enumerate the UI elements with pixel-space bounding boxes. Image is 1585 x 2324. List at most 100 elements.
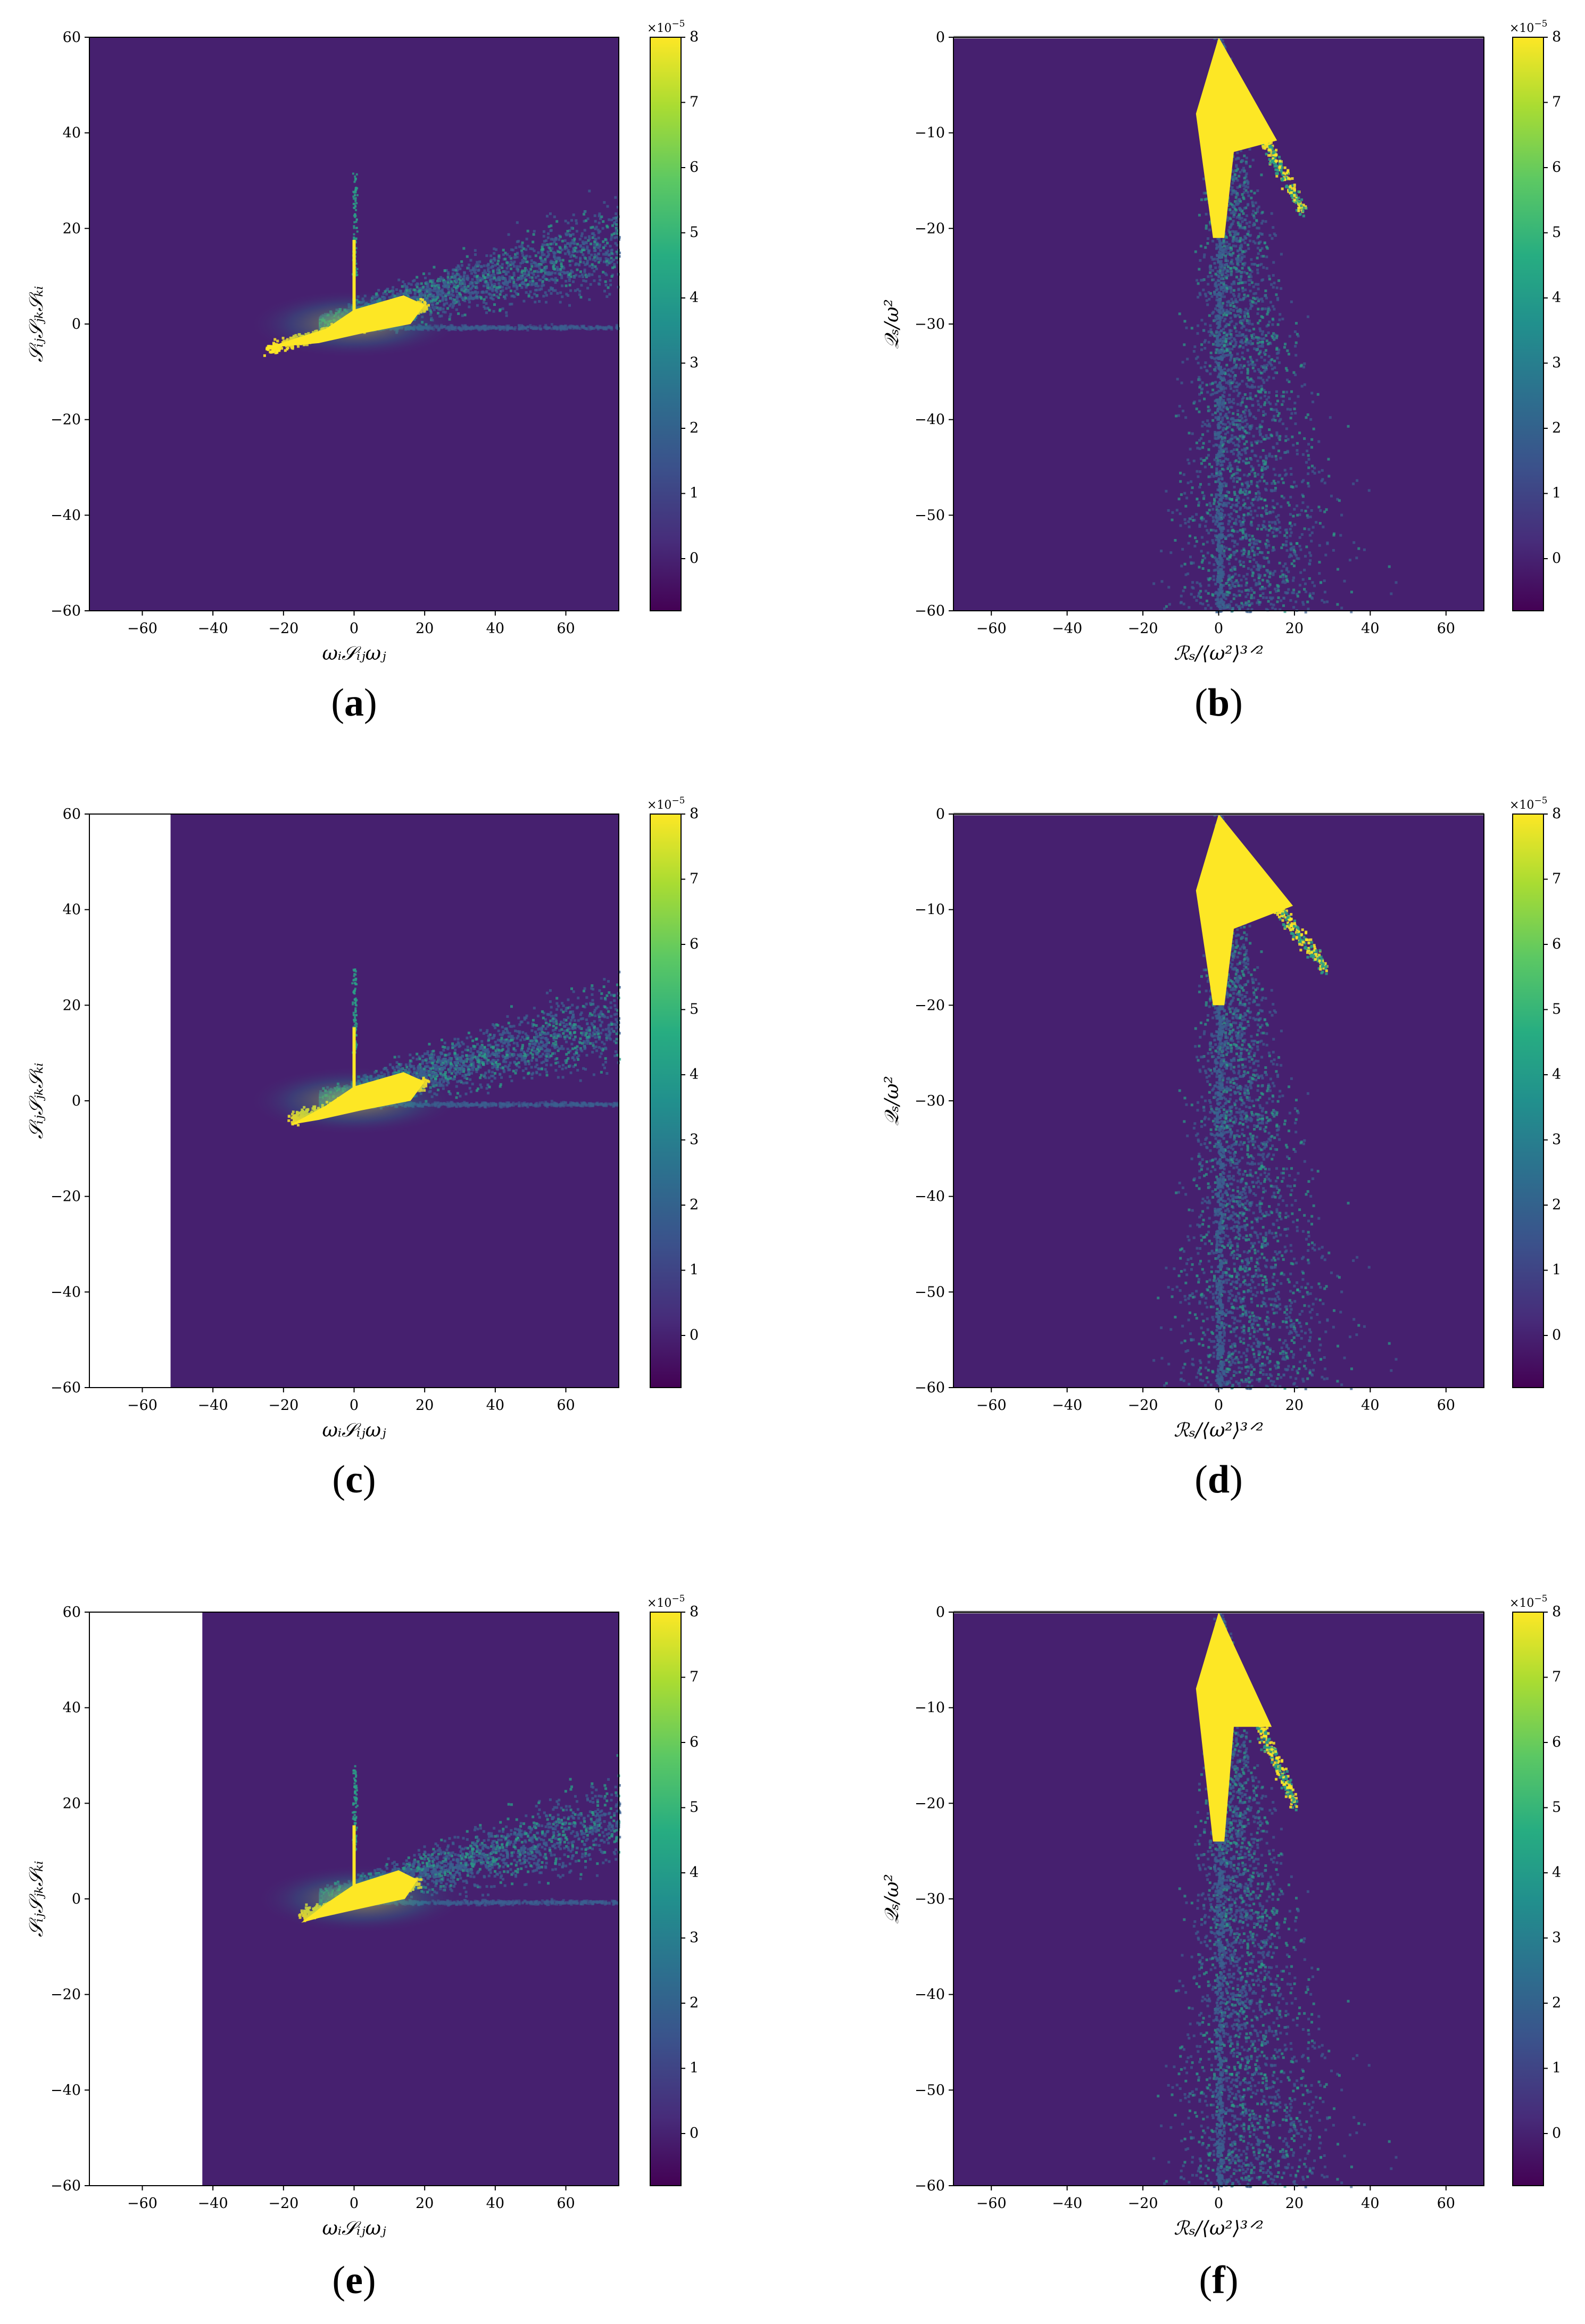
density-cell xyxy=(1221,419,1224,421)
x-tick-label: 0 xyxy=(350,620,359,637)
density-cell xyxy=(574,263,577,266)
density-cell xyxy=(564,325,567,327)
density-cell xyxy=(607,286,610,289)
density-cell xyxy=(1180,565,1183,567)
density-cell xyxy=(1200,367,1202,369)
density-cell xyxy=(507,264,510,267)
vertical-spike xyxy=(353,240,356,314)
density-cell xyxy=(1262,300,1264,303)
density-cell xyxy=(1231,475,1233,477)
density-cell xyxy=(550,238,553,240)
density-cell xyxy=(1196,442,1198,444)
density-cell xyxy=(516,265,518,268)
density-cell xyxy=(469,259,472,262)
density-cell xyxy=(397,279,400,281)
density-cell xyxy=(559,251,562,254)
density-cell xyxy=(438,279,441,281)
y-tick-label: 20 xyxy=(63,220,81,237)
density-cell xyxy=(586,262,589,264)
density-cell xyxy=(1260,528,1263,530)
density-cell xyxy=(474,281,477,284)
x-tick-label: 20 xyxy=(416,620,434,637)
density-cell xyxy=(1226,245,1229,247)
density-cell xyxy=(1176,378,1179,380)
density-cell xyxy=(595,268,598,270)
density-cell xyxy=(534,301,536,303)
density-cell xyxy=(571,260,574,262)
density-cell xyxy=(1298,513,1301,516)
density-cell xyxy=(1296,453,1299,455)
density-cell xyxy=(588,250,591,252)
density-cell xyxy=(504,272,507,275)
density-cell xyxy=(1202,497,1205,500)
density-cell xyxy=(598,283,601,286)
density-cell xyxy=(501,263,504,265)
density-cell xyxy=(1226,450,1229,453)
density-cell xyxy=(531,296,534,299)
density-cell xyxy=(1229,343,1232,345)
density-cell xyxy=(1271,435,1273,437)
density-cell xyxy=(535,283,538,285)
density-cell xyxy=(1303,362,1306,365)
density-cell xyxy=(582,326,585,328)
density-cell xyxy=(556,292,559,295)
density-cell xyxy=(591,273,593,276)
density-cell xyxy=(1288,397,1291,400)
density-cell xyxy=(1264,308,1267,310)
density-cell xyxy=(1189,535,1191,537)
density-cell xyxy=(544,260,546,263)
density-cell xyxy=(1230,267,1232,270)
density-cell xyxy=(447,281,450,284)
density-cell xyxy=(474,296,476,299)
density-cell xyxy=(525,248,527,251)
density-cell xyxy=(540,288,543,290)
density-cell xyxy=(1227,559,1230,561)
density-cell xyxy=(559,268,562,271)
density-cell xyxy=(1259,405,1262,408)
density-cell xyxy=(1234,339,1237,342)
density-cell xyxy=(1252,210,1255,212)
density-cell xyxy=(412,280,414,283)
density-cell xyxy=(356,227,358,229)
density-cell xyxy=(581,233,584,235)
density-cell xyxy=(356,173,358,176)
density-cell xyxy=(594,220,597,222)
density-cell xyxy=(462,247,465,250)
density-cell xyxy=(1244,393,1247,396)
density-cell xyxy=(605,251,608,254)
density-cell xyxy=(588,238,591,240)
density-cell xyxy=(1357,547,1360,550)
density-cell xyxy=(426,288,428,290)
density-cell xyxy=(1239,529,1242,532)
density-cell xyxy=(538,279,541,281)
density-cell xyxy=(1225,413,1227,416)
density-cell xyxy=(1246,272,1248,275)
density-cell xyxy=(1199,483,1202,486)
density-cell xyxy=(1204,246,1207,249)
density-cell xyxy=(584,257,587,260)
density-cell xyxy=(354,194,356,196)
density-cell xyxy=(429,280,431,283)
density-cell xyxy=(1244,288,1247,291)
density-cell xyxy=(353,203,355,205)
density-cell xyxy=(485,311,488,314)
density-cell xyxy=(596,256,599,259)
density-cell xyxy=(510,248,513,251)
density-cell xyxy=(1249,148,1251,151)
density-cell xyxy=(1197,282,1200,285)
density-cell xyxy=(1211,594,1214,597)
density-cell xyxy=(513,256,516,259)
density-cell xyxy=(494,264,497,267)
density-cell xyxy=(1167,509,1170,512)
density-cell xyxy=(486,276,489,278)
density-cell xyxy=(500,290,502,293)
density-cell xyxy=(475,294,478,296)
density-cell xyxy=(356,274,358,276)
density-cell xyxy=(572,213,575,216)
density-cell xyxy=(546,255,549,258)
density-cell xyxy=(1327,458,1330,461)
density-cell xyxy=(1282,565,1285,568)
density-cell xyxy=(430,295,433,297)
density-cell xyxy=(1208,483,1210,486)
density-cell xyxy=(606,226,609,228)
